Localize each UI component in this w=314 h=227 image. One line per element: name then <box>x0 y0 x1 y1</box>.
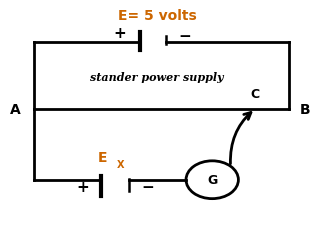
Text: −: − <box>178 29 191 43</box>
Text: G: G <box>207 173 217 186</box>
Text: E=: E= <box>118 9 144 23</box>
Text: +: + <box>113 26 126 41</box>
Text: −: − <box>141 179 154 194</box>
Text: B: B <box>299 102 310 116</box>
Text: +: + <box>77 179 89 194</box>
Text: E: E <box>98 151 107 165</box>
Text: stander power supply: stander power supply <box>90 72 224 82</box>
Text: C: C <box>251 87 260 100</box>
Circle shape <box>186 161 238 199</box>
Text: A: A <box>10 102 20 116</box>
Text: X: X <box>117 159 124 169</box>
Text: 5 volts: 5 volts <box>144 9 197 23</box>
